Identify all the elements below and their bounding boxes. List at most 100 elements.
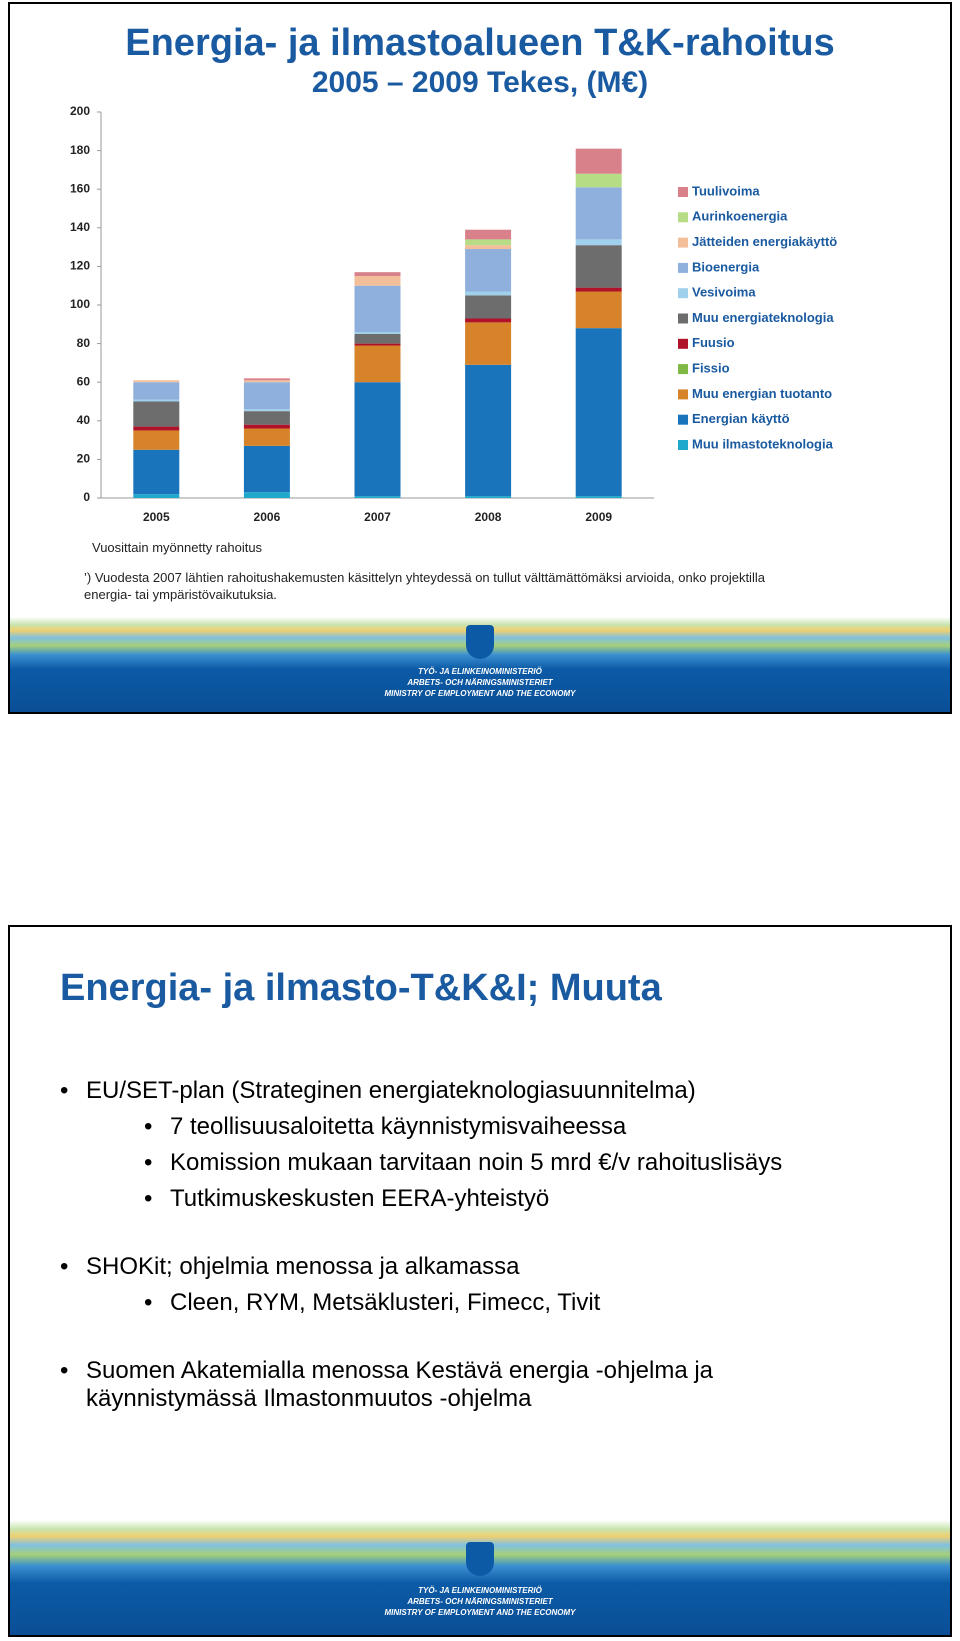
ministry: TYÖ- JA ELINKEINOMINISTERIÖ xyxy=(418,667,542,676)
legend-swatch xyxy=(678,414,688,425)
legend-label: Tuulivoima xyxy=(692,183,760,198)
bar-segment xyxy=(575,287,622,292)
ministry: ARBETS- OCH NÄRINGSMINISTERIET xyxy=(407,678,553,687)
ministry: MINISTRY OF EMPLOYMENT AND THE ECONOMY xyxy=(384,1608,576,1617)
y-tick-label: 60 xyxy=(77,374,91,388)
bar-segment xyxy=(243,492,290,498)
legend-label: Bioenergia xyxy=(692,259,760,274)
bar-segment xyxy=(465,249,512,292)
ministry: ARBETS- OCH NÄRINGSMINISTERIET xyxy=(407,1597,553,1606)
bar-segment xyxy=(354,276,401,286)
legend-label: Fuusio xyxy=(692,335,735,350)
bullet-text: Tutkimuskeskusten EERA-yhteistyö xyxy=(170,1185,550,1212)
bullet: • Suomen Akatemialla menossa Kestävä ener… xyxy=(60,1357,850,1413)
legend-label: Muu ilmastoteknologia xyxy=(692,436,834,451)
bullet-dot: • xyxy=(60,1357,69,1384)
x-tick-label: 2007 xyxy=(364,510,391,524)
bar-segment xyxy=(575,239,622,246)
bar-segment xyxy=(243,428,290,446)
footnote: ’) Vuodesta 2007 lähtien rahoitushakemus… xyxy=(84,570,765,602)
y-tick-label: 100 xyxy=(70,297,90,311)
legend-label: Jätteiden energiakäyttö xyxy=(692,234,837,249)
y-tick-label: 180 xyxy=(70,143,90,157)
legend-swatch xyxy=(678,288,688,299)
bar-segment xyxy=(133,382,180,400)
bar-segment xyxy=(465,229,512,240)
legend-swatch xyxy=(678,364,688,375)
bullet-list: • EU/SET-plan (Strateginen energiateknolo… xyxy=(60,1077,850,1413)
bar-segment xyxy=(243,409,290,412)
bar-segment xyxy=(243,445,290,493)
sub-bullet: • Komission mukaan tarvitaan noin 5 mrd €… xyxy=(60,1149,850,1177)
legend-label: Energian käyttö xyxy=(692,411,790,426)
bullet-dot: • xyxy=(144,1149,153,1176)
bar-segment xyxy=(465,239,512,246)
bar-segment xyxy=(354,345,401,383)
bar-segment xyxy=(575,328,622,497)
bar-segment xyxy=(133,399,180,402)
x-tick-label: 2006 xyxy=(254,510,281,524)
y-tick-label: 0 xyxy=(83,490,90,504)
bar-segment xyxy=(575,496,622,498)
bar-segment xyxy=(465,322,512,365)
bullet-dot: • xyxy=(144,1289,153,1316)
y-tick-label: 140 xyxy=(70,220,90,234)
bar-segment xyxy=(243,380,290,383)
legend-label: Vesivoima xyxy=(692,285,756,300)
bar-segment xyxy=(133,426,180,431)
x-tick-label: 2008 xyxy=(475,510,502,524)
logo xyxy=(466,1542,494,1576)
bullet: • SHOKit; ohjelmia menossa ja alkamassa xyxy=(60,1253,850,1281)
y-tick-label: 20 xyxy=(77,452,91,466)
bullet-text: Cleen, RYM, Metsäklusteri, Fimecc, Tivit xyxy=(170,1289,601,1316)
bullet-dot: • xyxy=(144,1113,153,1140)
bullet: • EU/SET-plan (Strateginen energiateknolo… xyxy=(60,1077,850,1105)
bar-segment xyxy=(243,411,290,425)
legend-swatch xyxy=(678,237,688,248)
legend-swatch xyxy=(678,212,688,223)
y-tick-label: 160 xyxy=(70,181,90,195)
slide-2: Energia- ja ilmasto-T&K&I; Muuta • EU/SET… xyxy=(8,925,952,1637)
bar-segment xyxy=(354,333,401,344)
chart: 0 20 40 60 80 100 120 140 160 180 200 2005 2006 2007 2… xyxy=(70,104,837,524)
legend-label: Aurinkoenergia xyxy=(692,209,788,224)
legend-label: Muu energian tuotanto xyxy=(692,386,832,401)
bar-segment xyxy=(354,343,401,346)
bar-segment xyxy=(354,285,401,333)
bar-segment xyxy=(465,295,512,319)
slide-title: Energia- ja ilmasto-T&K&I; Muuta xyxy=(60,967,662,1009)
ministry: TYÖ- JA ELINKEINOMINISTERIÖ xyxy=(418,1586,542,1595)
y-tick-label: 80 xyxy=(77,336,91,350)
bar-segment xyxy=(465,291,512,296)
bullet-dot: • xyxy=(144,1185,153,1212)
bar-segment xyxy=(575,245,622,288)
bar-segment xyxy=(575,173,622,188)
bar-segment xyxy=(465,364,512,497)
slide-1: Energia- ja ilmastoalueen T&K-rahoitus 2… xyxy=(8,2,952,714)
bullet-text: Suomen Akatemialla menossa Kestävä energ… xyxy=(86,1357,714,1412)
legend-swatch xyxy=(678,262,688,273)
bar-segment xyxy=(133,430,180,450)
y-tick-label: 40 xyxy=(77,413,91,427)
bar-segment xyxy=(354,382,401,497)
footer-band: TYÖ- JA ELINKEINOMINISTERIÖ ARBETS- OCH … xyxy=(10,617,950,712)
bullet-text: 7 teollisuusaloitetta käynnistymisvaihee… xyxy=(170,1113,627,1140)
x-tick-label: 2005 xyxy=(143,510,170,524)
bar-segment xyxy=(133,401,180,427)
bar-segment xyxy=(354,496,401,498)
bullet-text: EU/SET-plan (Strateginen energiateknolog… xyxy=(86,1077,696,1104)
sub-bullet: • Cleen, RYM, Metsäklusteri, Fimecc, Tivi… xyxy=(60,1289,850,1317)
legend-label: Muu energiateknologia xyxy=(692,310,834,325)
bar-segment xyxy=(354,332,401,334)
note: Vuosittain myönnetty rahoitus xyxy=(92,540,263,555)
legend-swatch xyxy=(678,440,688,450)
legend-label: Fissio xyxy=(692,361,730,376)
legend-swatch xyxy=(678,187,688,197)
bullet-dot: • xyxy=(60,1253,69,1280)
bar-segment xyxy=(465,245,512,250)
bar-segment xyxy=(575,148,622,174)
bar-segment xyxy=(465,496,512,498)
logo xyxy=(466,625,494,659)
slide-subtitle: 2005 – 2009 Tekes, (M€) xyxy=(311,66,649,99)
